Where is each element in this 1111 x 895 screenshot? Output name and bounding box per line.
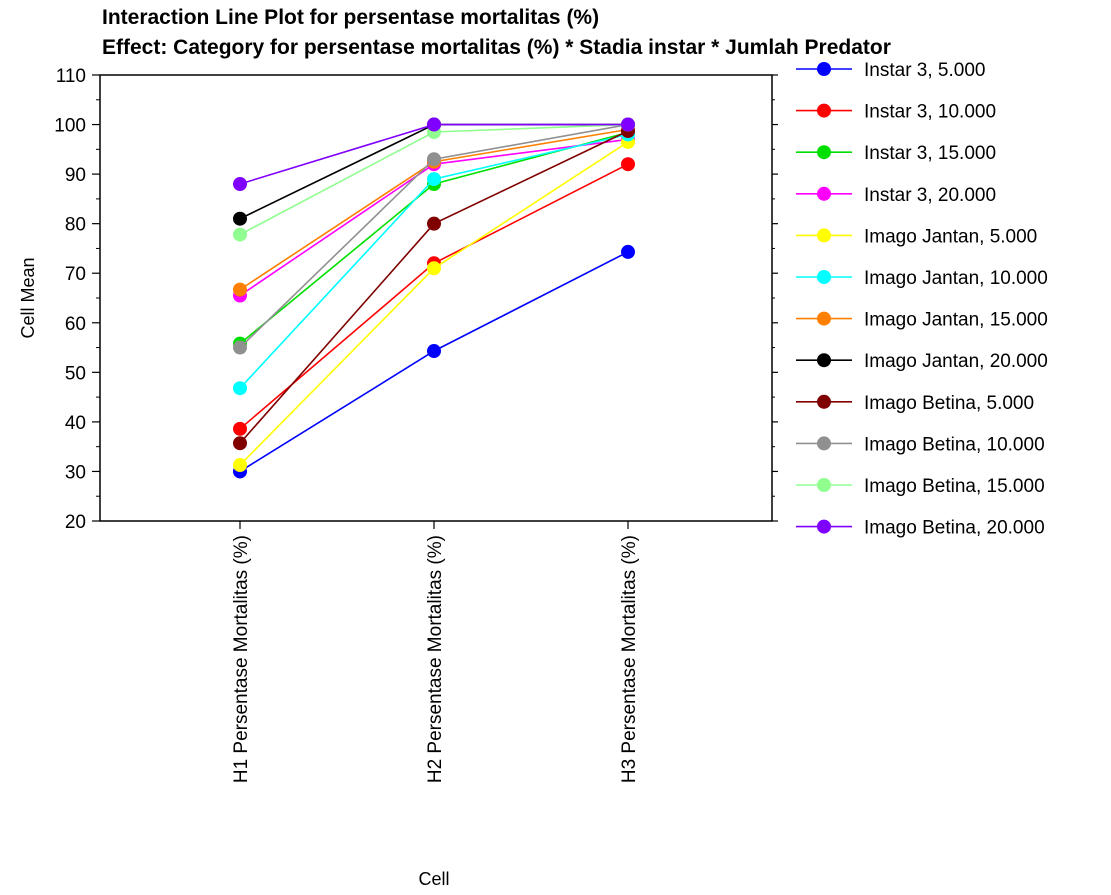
legend-label: Instar 3, 15.000 — [864, 143, 996, 164]
legend-item: Instar 3, 10.000 — [796, 102, 996, 123]
data-point — [233, 421, 247, 436]
legend-item: Imago Jantan, 10.000 — [796, 268, 1048, 289]
chart-title: Interaction Line Plot for persentase mor… — [102, 6, 599, 29]
data-point — [233, 282, 247, 297]
y-tick-label: 100 — [54, 116, 86, 137]
y-tick-label: 90 — [65, 165, 86, 186]
data-point — [427, 261, 441, 276]
y-axis-label: Cell Mean — [18, 257, 38, 338]
data-point — [233, 340, 247, 355]
legend-item: Imago Jantan, 15.000 — [796, 310, 1048, 331]
y-tick-label: 40 — [65, 413, 86, 434]
legend-label: Imago Betina, 20.000 — [864, 518, 1045, 539]
x-axis: H1 Persentase Mortalitas (%) H2 Persentas… — [231, 521, 640, 783]
legend-item: Instar 3, 15.000 — [796, 143, 996, 164]
legend-label: Instar 3, 5.000 — [864, 60, 985, 81]
legend-label: Imago Betina, 15.000 — [864, 476, 1045, 497]
data-point — [621, 244, 635, 259]
legend-item: Instar 3, 20.000 — [796, 185, 996, 206]
legend-swatch-marker — [817, 145, 831, 160]
data-point — [233, 177, 247, 192]
legend-item: Imago Jantan, 5.000 — [796, 226, 1037, 247]
legend-swatch-marker — [817, 519, 831, 534]
legend-item: Imago Jantan, 20.000 — [796, 351, 1048, 372]
y-axis: 20 30 40 50 60 70 80 90 100 110 — [54, 66, 778, 533]
x-tick-label: H2 Persentase Mortalitas (%) — [425, 535, 446, 783]
y-tick-label: 20 — [65, 512, 86, 533]
chart-subtitle: Effect: Category for persentase mortalit… — [102, 36, 891, 59]
y-tick-label: 60 — [65, 314, 86, 335]
data-point — [427, 117, 441, 132]
legend-swatch-marker — [817, 478, 831, 492]
legend-label: Imago Jantan, 10.000 — [864, 268, 1048, 289]
plot-area — [99, 74, 773, 522]
data-point — [233, 458, 247, 473]
data-point — [233, 436, 247, 451]
legend: Instar 3, 5.000 Instar 3, 10.000 Instar 3,… — [796, 60, 1048, 539]
data-point — [621, 157, 635, 172]
legend-label: Instar 3, 20.000 — [864, 185, 996, 206]
data-point — [233, 211, 247, 226]
data-point — [427, 172, 441, 187]
data-point — [233, 381, 247, 396]
legend-item: Imago Betina, 5.000 — [796, 393, 1034, 414]
data-point — [427, 216, 441, 231]
legend-swatch-marker — [817, 394, 831, 409]
legend-swatch-marker — [817, 228, 831, 243]
y-tick-label: 70 — [65, 264, 86, 285]
y-tick-label: 30 — [65, 462, 86, 483]
legend-swatch-marker — [817, 270, 831, 284]
series-4 — [233, 134, 635, 473]
y-tick-label: 110 — [56, 66, 86, 87]
legend-swatch-marker — [817, 186, 831, 201]
legend-label: Instar 3, 10.000 — [864, 102, 996, 123]
x-tick-label: H1 Persentase Mortalitas (%) — [231, 535, 252, 783]
legend-item: Imago Betina, 20.000 — [796, 518, 1045, 539]
data-point — [427, 344, 441, 359]
legend-swatch-marker — [817, 103, 831, 118]
series-layer — [233, 117, 635, 479]
legend-label: Imago Jantan, 15.000 — [864, 310, 1048, 331]
data-point — [621, 117, 635, 132]
legend-label: Imago Betina, 10.000 — [864, 434, 1045, 455]
legend-label: Imago Jantan, 5.000 — [864, 226, 1037, 247]
legend-swatch-marker — [817, 353, 831, 368]
legend-item: Instar 3, 5.000 — [796, 60, 985, 81]
data-point — [427, 152, 441, 167]
series-11 — [233, 117, 635, 192]
x-tick-label: H3 Persentase Mortalitas (%) — [619, 535, 640, 783]
legend-label: Imago Jantan, 20.000 — [864, 351, 1048, 372]
y-tick-label: 50 — [65, 363, 86, 384]
legend-item: Imago Betina, 10.000 — [796, 434, 1045, 455]
data-point — [233, 227, 247, 242]
legend-swatch-marker — [817, 62, 831, 76]
legend-label: Imago Betina, 5.000 — [864, 393, 1034, 414]
legend-swatch-marker — [817, 436, 831, 451]
legend-swatch-marker — [817, 311, 831, 326]
y-tick-label: 80 — [65, 215, 86, 236]
x-axis-label: Cell — [418, 869, 449, 889]
legend-item: Imago Betina, 15.000 — [796, 476, 1045, 497]
